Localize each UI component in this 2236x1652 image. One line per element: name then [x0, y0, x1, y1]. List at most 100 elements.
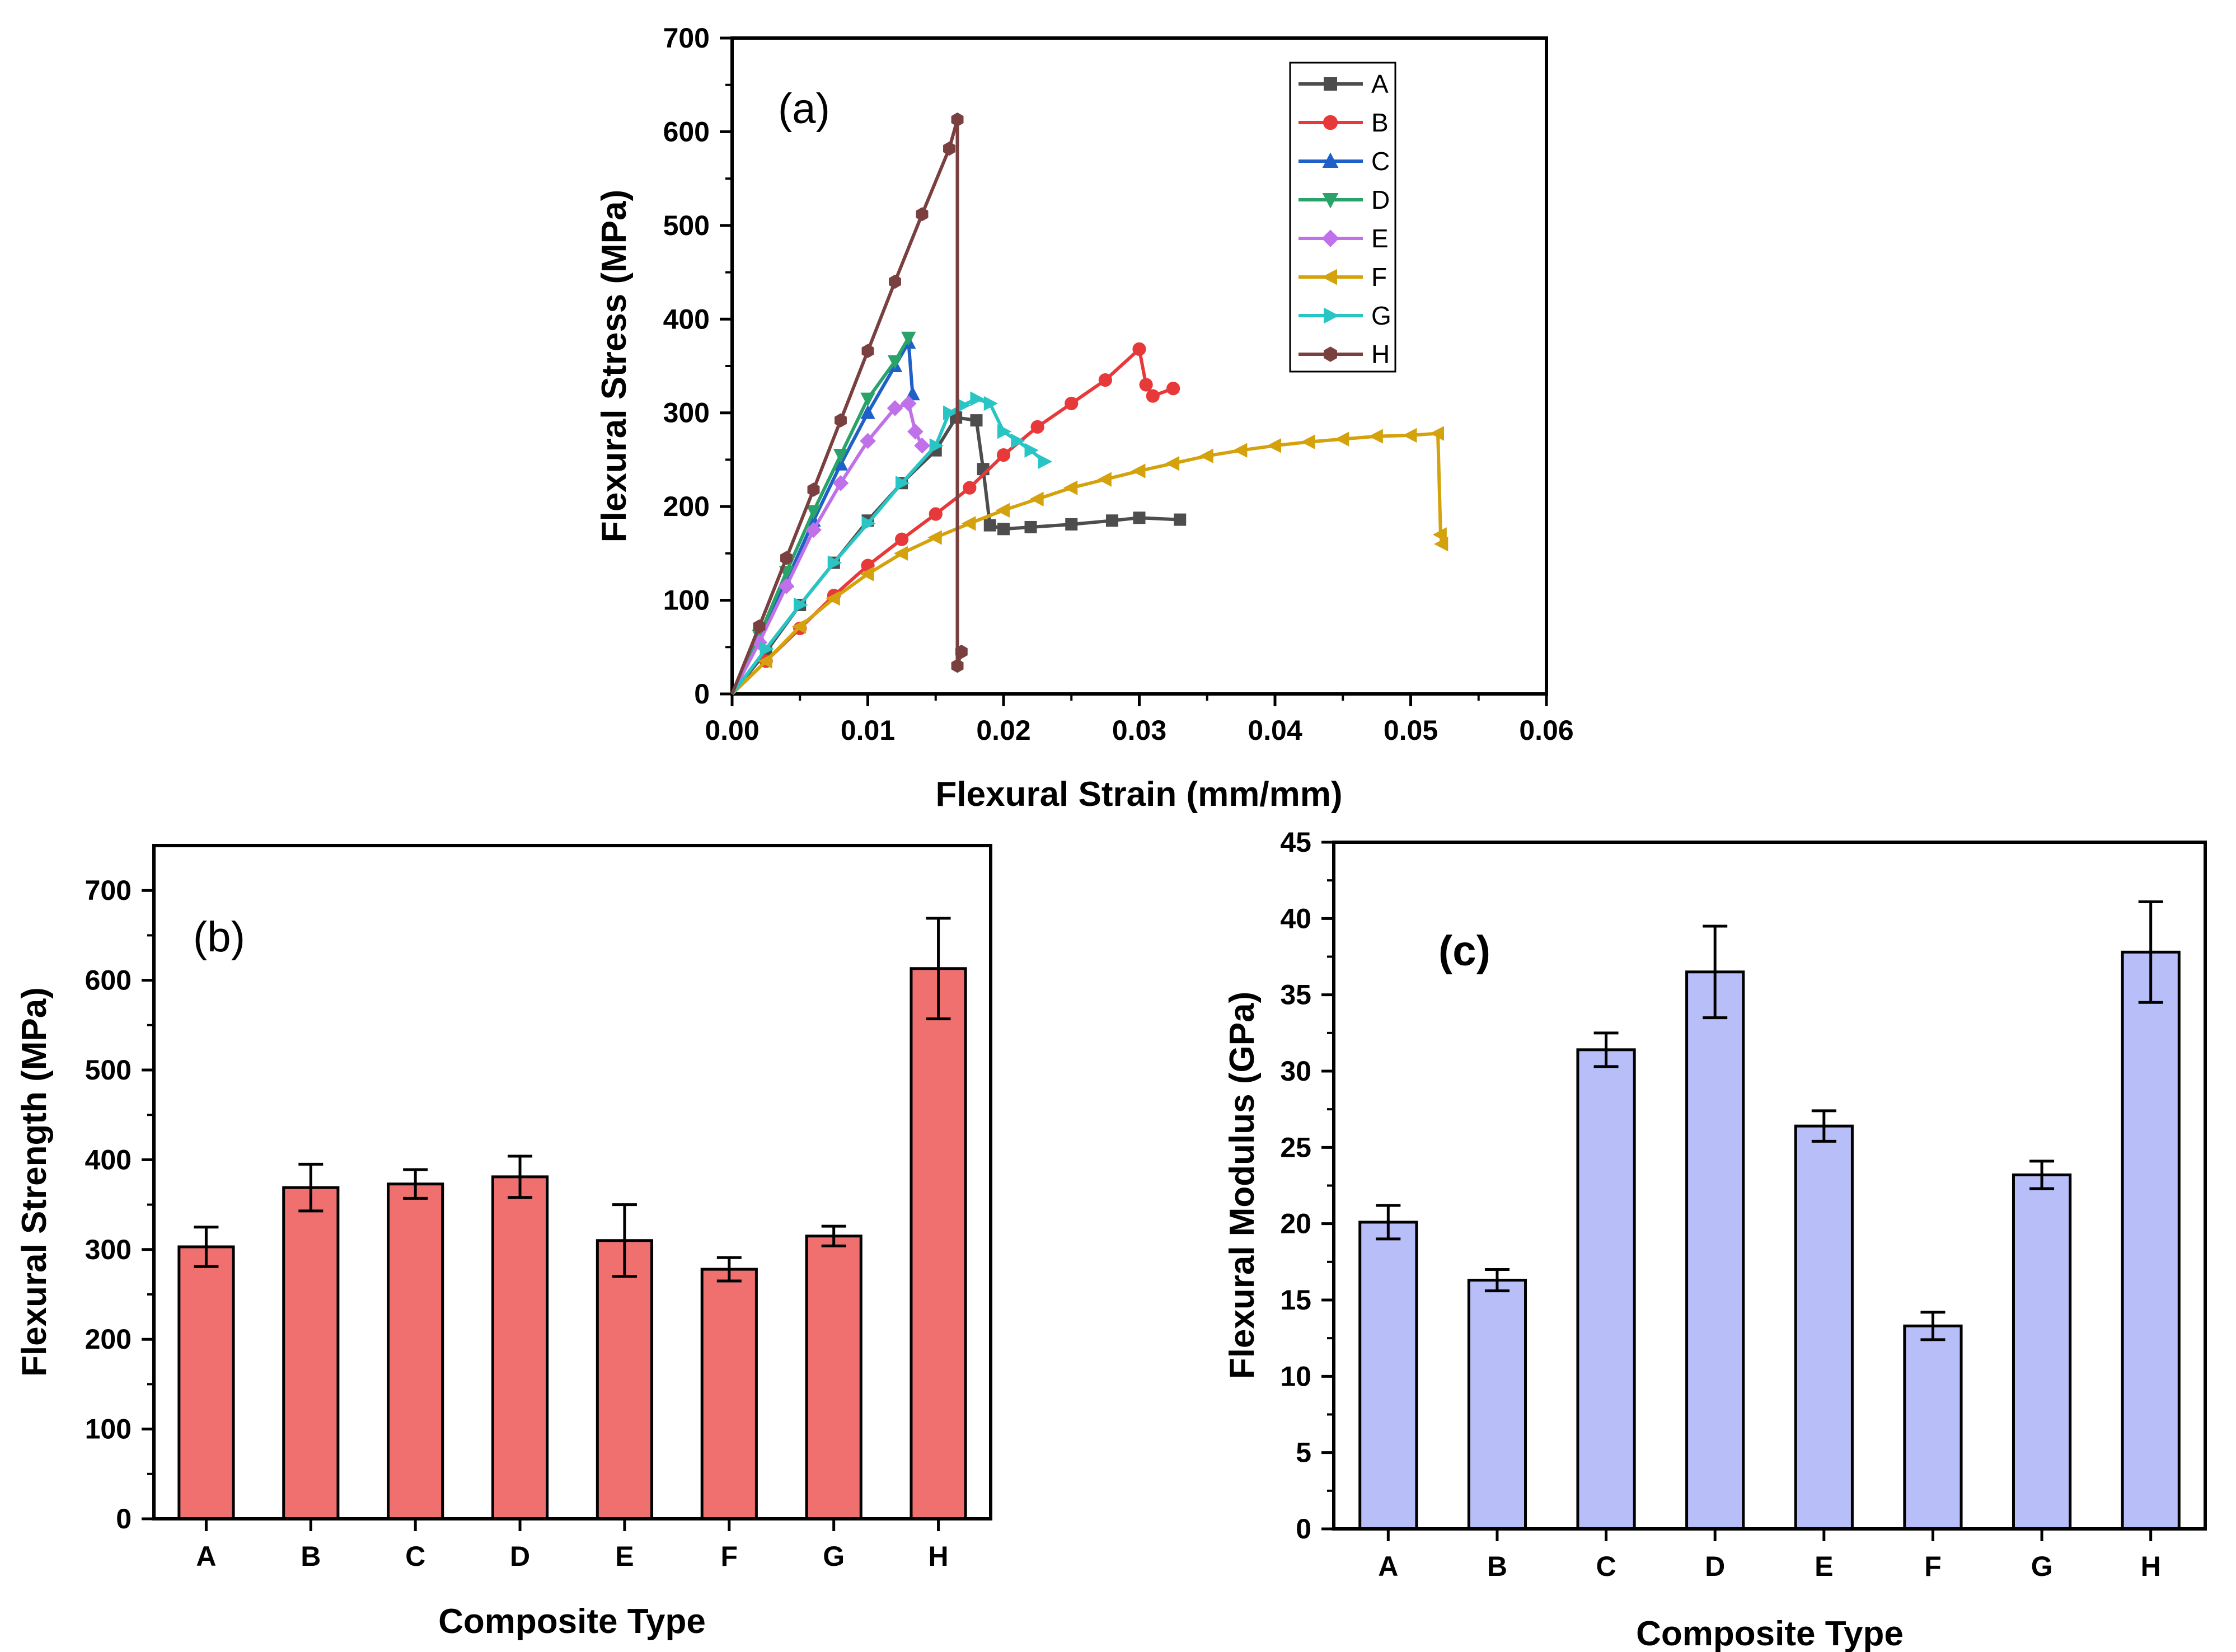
data-point-f [1429, 426, 1444, 441]
legend-box [1289, 62, 1396, 373]
series-line-h [730, 118, 963, 695]
panel-label-b: (b) [193, 913, 245, 961]
data-point-d [887, 355, 903, 369]
y-tick-label: 400 [85, 1144, 132, 1175]
data-point-h [753, 619, 766, 634]
data-point-g [896, 476, 910, 491]
error-bar-d [1703, 924, 1728, 1020]
y-tick-label: 100 [85, 1414, 132, 1445]
data-point-b [1065, 396, 1079, 411]
legend-label-d: D [1371, 185, 1390, 214]
bar-b [1467, 1279, 1527, 1531]
data-point-f [791, 619, 807, 634]
error-bar-g [2029, 1160, 2055, 1190]
legend-marker-c [1322, 152, 1339, 168]
data-point-f [1199, 448, 1213, 463]
bar-g [805, 1235, 862, 1520]
series-g [730, 391, 1053, 695]
x-tick-label: F [721, 1541, 738, 1572]
y-tick-label: 700 [85, 875, 132, 906]
plot-frame-b [152, 844, 992, 1520]
data-point-f [893, 546, 908, 561]
plot-frame-a [730, 36, 1548, 696]
data-point-f [1131, 463, 1146, 478]
series-line-e [730, 402, 924, 695]
data-point-e [832, 475, 849, 491]
error-bar-c [1593, 1031, 1619, 1068]
y-tick-label-a: 200 [663, 491, 710, 522]
data-point-a [1174, 513, 1187, 526]
x-tick-label-a: 0.04 [1248, 715, 1302, 746]
error-bar-c [403, 1168, 428, 1200]
y-tick-label: 0 [1296, 1513, 1311, 1545]
x-tick-label-a: 0.02 [976, 715, 1030, 746]
y-tick-label: 35 [1280, 979, 1311, 1011]
data-point-g [957, 398, 971, 413]
data-point-b [1166, 382, 1180, 396]
x-tick-label: B [1487, 1551, 1507, 1582]
series-e [730, 395, 930, 695]
y-tick-label: 40 [1280, 903, 1311, 934]
error-bar-a [194, 1226, 219, 1268]
x-tick-label: E [615, 1541, 634, 1572]
data-point-f [1334, 431, 1349, 447]
legend-marker-b [1323, 115, 1338, 130]
line-chart-panel-a: 0.00 0.01 0.02 0.03 0.04 0.05 0.06 0 100 200 300 40… [595, 22, 1574, 814]
x-tick-label: G [2031, 1551, 2053, 1582]
data-point-f [1368, 429, 1383, 444]
data-point-b [895, 532, 909, 546]
x-tick-label: D [510, 1541, 530, 1572]
y-tick-label-a: 700 [663, 22, 710, 54]
y-axis-label-c: Flexural Modulus (GPa) [1223, 992, 1262, 1379]
bar-a [177, 1245, 235, 1520]
y-axis-label-a: Flexural Stress (MPa) [595, 190, 634, 543]
x-tick-label-a: 0.06 [1519, 715, 1573, 746]
x-tick-label: C [1596, 1551, 1616, 1582]
data-point-h [951, 659, 964, 673]
bar-b [282, 1186, 340, 1520]
bar-h [910, 967, 967, 1520]
bar-g [2012, 1173, 2072, 1531]
y-tick-label-a: 600 [663, 116, 710, 147]
data-point-d [860, 392, 875, 407]
legend-label-a: A [1371, 69, 1389, 98]
data-point-f [1432, 527, 1447, 542]
x-tick-label-a: 0.05 [1384, 715, 1438, 746]
error-bar-b [298, 1162, 324, 1213]
data-point-c [860, 405, 875, 419]
y-tick-label: 10 [1280, 1360, 1311, 1392]
y-tick-label-a: 300 [663, 397, 710, 429]
data-point-f [1301, 434, 1315, 449]
x-tick-label-a: 0.00 [705, 715, 759, 746]
data-point-g [760, 641, 774, 656]
error-bar-f [1920, 1311, 1946, 1341]
data-point-b [1146, 389, 1160, 403]
data-point-a [970, 414, 983, 427]
bar-chart-panel-b: A B C D E F G H 0 100 200 300 400 500 600 700 (b) Compo… [15, 844, 992, 1641]
data-point-b [963, 481, 977, 495]
x-tick-label: H [929, 1541, 949, 1572]
legend-label-g: G [1371, 301, 1391, 330]
y-tick-label-a: 100 [663, 585, 710, 616]
data-point-f [1233, 443, 1248, 458]
bar-a [1358, 1221, 1418, 1531]
y-tick-label: 15 [1280, 1284, 1311, 1316]
data-point-g [1038, 454, 1053, 469]
legend-marker-a [1324, 77, 1337, 91]
legend-marker-f [1321, 269, 1337, 285]
x-tick-label-a: 0.03 [1112, 715, 1166, 746]
series-h [730, 112, 968, 695]
data-point-h [835, 413, 847, 428]
legend-marker-d [1322, 193, 1339, 209]
data-point-h [807, 482, 820, 497]
data-point-d [833, 449, 849, 463]
data-point-f [1165, 456, 1180, 471]
data-point-b [1030, 420, 1044, 434]
y-tick-label: 30 [1280, 1055, 1311, 1087]
data-point-a [1133, 511, 1146, 524]
data-point-f [995, 503, 1010, 518]
data-point-g [1024, 443, 1039, 458]
data-point-e [900, 395, 917, 412]
